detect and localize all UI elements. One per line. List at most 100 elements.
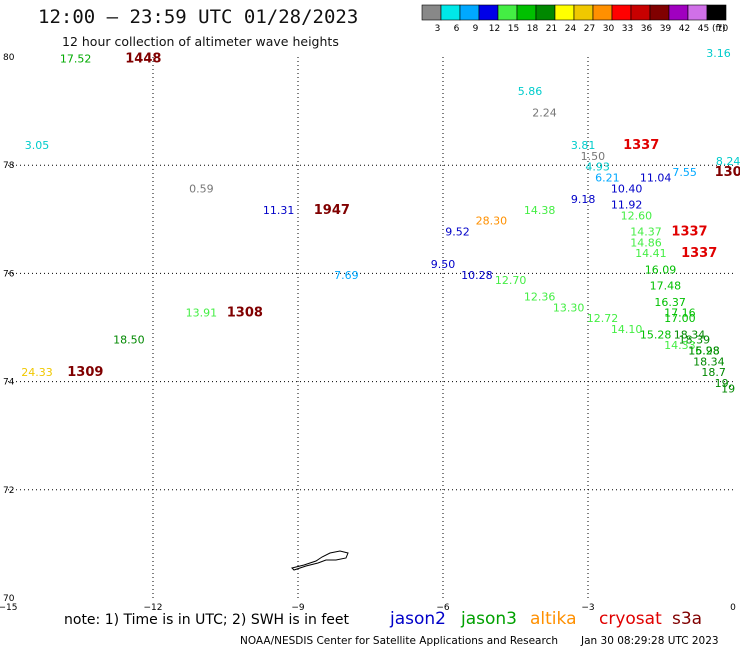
wave-height-label: 8.24 [716, 155, 740, 168]
legend-jason2: jason2 [390, 609, 446, 629]
legend-s3a: s3a [672, 609, 703, 629]
y-tick-label: 80 [3, 53, 15, 63]
colorbar-swatch [649, 4, 670, 21]
wave-height-label: 18.34 [674, 328, 706, 341]
colorbar-label: 21 [546, 24, 557, 34]
wave-height-label: 13.91 [186, 307, 218, 320]
pass-time-label: 1448 [125, 51, 161, 66]
colorbar-unit: (ft) [712, 24, 726, 34]
colorbar-label: 27 [584, 24, 595, 34]
wave-height-label: 1.50 [581, 150, 606, 163]
wave-height-label: 13.30 [553, 301, 585, 314]
wave-height-label: 14.41 [635, 247, 667, 260]
axis-tick-labels: −15 −12 −9 −6 −3 0 70 72 74 76 78 80 [0, 53, 736, 613]
colorbar-swatch [706, 4, 727, 21]
x-tick-label: −3 [581, 603, 594, 613]
island-outline [291, 550, 349, 571]
colorbar-label: 45 [698, 24, 709, 34]
colorbar-label: 15 [508, 24, 519, 34]
wave-height-label: 14.86 [630, 236, 662, 249]
colorbar-swatch [440, 4, 461, 21]
wave-height-label: 10.40 [611, 182, 643, 195]
wave-height-label: 9.18 [571, 193, 596, 206]
wave-height-label: 11.04 [640, 171, 672, 184]
footer-timestamp: Jan 30 08:29:28 UTC 2023 [581, 635, 719, 647]
colorbar-swatch [459, 4, 480, 21]
pass-time-label: 130 [715, 165, 740, 180]
map-grid [8, 57, 733, 598]
pass-time-label: 1337 [623, 138, 659, 153]
colorbar-swatch [687, 4, 708, 21]
colorbar-label: 3 [435, 24, 441, 34]
wave-height-label: 19. [715, 377, 733, 390]
pass-time-label: 1947 [314, 203, 350, 218]
colorbar-label: 6 [454, 24, 460, 34]
colorbar-label: 18 [527, 24, 539, 34]
pass-time-label: 1309 [67, 365, 103, 380]
wave-height-label: 18.39 [679, 334, 711, 347]
colorbar-label: 70 [717, 24, 729, 34]
x-tick-label: −6 [436, 603, 450, 613]
pass-time-label: 1337 [681, 246, 717, 261]
colorbar-swatch [554, 4, 575, 21]
wave-height-label: 24.33 [21, 366, 53, 379]
wave-height-label: 17.48 [650, 280, 682, 293]
colorbar-label: 36 [641, 24, 653, 34]
wave-height-label: 12.60 [621, 209, 653, 222]
colorbar-swatch [630, 4, 651, 21]
wave-height-label: 11.31 [263, 204, 295, 217]
wave-height-label: 3.05 [25, 139, 50, 152]
wave-height-label: 17.00 [664, 312, 696, 325]
colorbar-label: 39 [660, 24, 672, 34]
y-tick-label: 76 [3, 269, 15, 279]
wave-height-label: 18.7 [701, 366, 726, 379]
wave-height-label: 19 [721, 382, 735, 395]
colorbar-swatch [592, 4, 613, 21]
wave-height-label: 7.69 [334, 269, 359, 282]
wave-height-label: 6.21 [595, 171, 620, 184]
colorbar-swatch [478, 4, 499, 21]
colorbar-label: 24 [565, 24, 577, 34]
wave-height-label: 9.52 [445, 226, 470, 239]
x-tick-label: −15 [0, 603, 18, 613]
y-tick-label: 70 [3, 594, 15, 604]
wave-height-label: 15.28 [640, 328, 672, 341]
wave-height-label: 7.55 [672, 166, 697, 179]
colorbar-swatch [516, 4, 537, 21]
wave-height-label: 12.72 [587, 312, 619, 325]
x-tick-label: 0 [730, 603, 736, 613]
colorbar-swatch [497, 4, 518, 21]
wave-height-label: 3.81 [571, 139, 596, 152]
color-scale-bar: 3 6 9 12 15 18 21 24 27 30 33 36 39 42 45 70(ft) [421, 4, 729, 34]
legend-cryosat: cryosat [599, 609, 662, 629]
wave-height-label: 17.52 [60, 52, 92, 65]
colorbar-label: 9 [473, 24, 479, 34]
wave-height-label: 16.09 [645, 263, 677, 276]
wave-height-label: 4.93 [585, 161, 610, 174]
wave-height-label: 5.86 [518, 85, 543, 98]
wave-height-label: 28.30 [476, 215, 508, 228]
wave-height-label: 18.34 [693, 355, 725, 368]
wave-height-label: 11.92 [611, 198, 643, 211]
colorbar-label: 30 [603, 24, 615, 34]
jan-mayen-island-shape [291, 550, 349, 571]
legend-altika: altika [530, 609, 577, 629]
footer-credit: NOAA/NESDIS Center for Satellite Applica… [240, 635, 558, 647]
wave-height-label: 16.37 [654, 296, 686, 309]
x-tick-label: −9 [291, 603, 305, 613]
wave-height-label: 14.37 [630, 226, 662, 239]
colorbar-swatch [535, 4, 556, 21]
wave-height-label: 9.50 [431, 258, 456, 271]
colorbar-label: 12 [489, 24, 500, 34]
legend-jason3: jason3 [461, 609, 517, 629]
footer-note: note: 1) Time is in UTC; 2) SWH is in fe… [64, 612, 350, 628]
wave-height-label: 15.98 [688, 345, 720, 358]
x-tick-label: −12 [144, 603, 163, 613]
wave-height-label: 12.70 [495, 274, 527, 287]
wave-height-label: 14.10 [611, 323, 643, 336]
y-tick-label: 72 [3, 486, 14, 496]
wave-height-label: 16.28 [688, 345, 720, 358]
wave-height-label: 2.24 [532, 107, 557, 120]
page-title: 12:00 – 23:59 UTC 01/28/2023 [38, 6, 359, 28]
